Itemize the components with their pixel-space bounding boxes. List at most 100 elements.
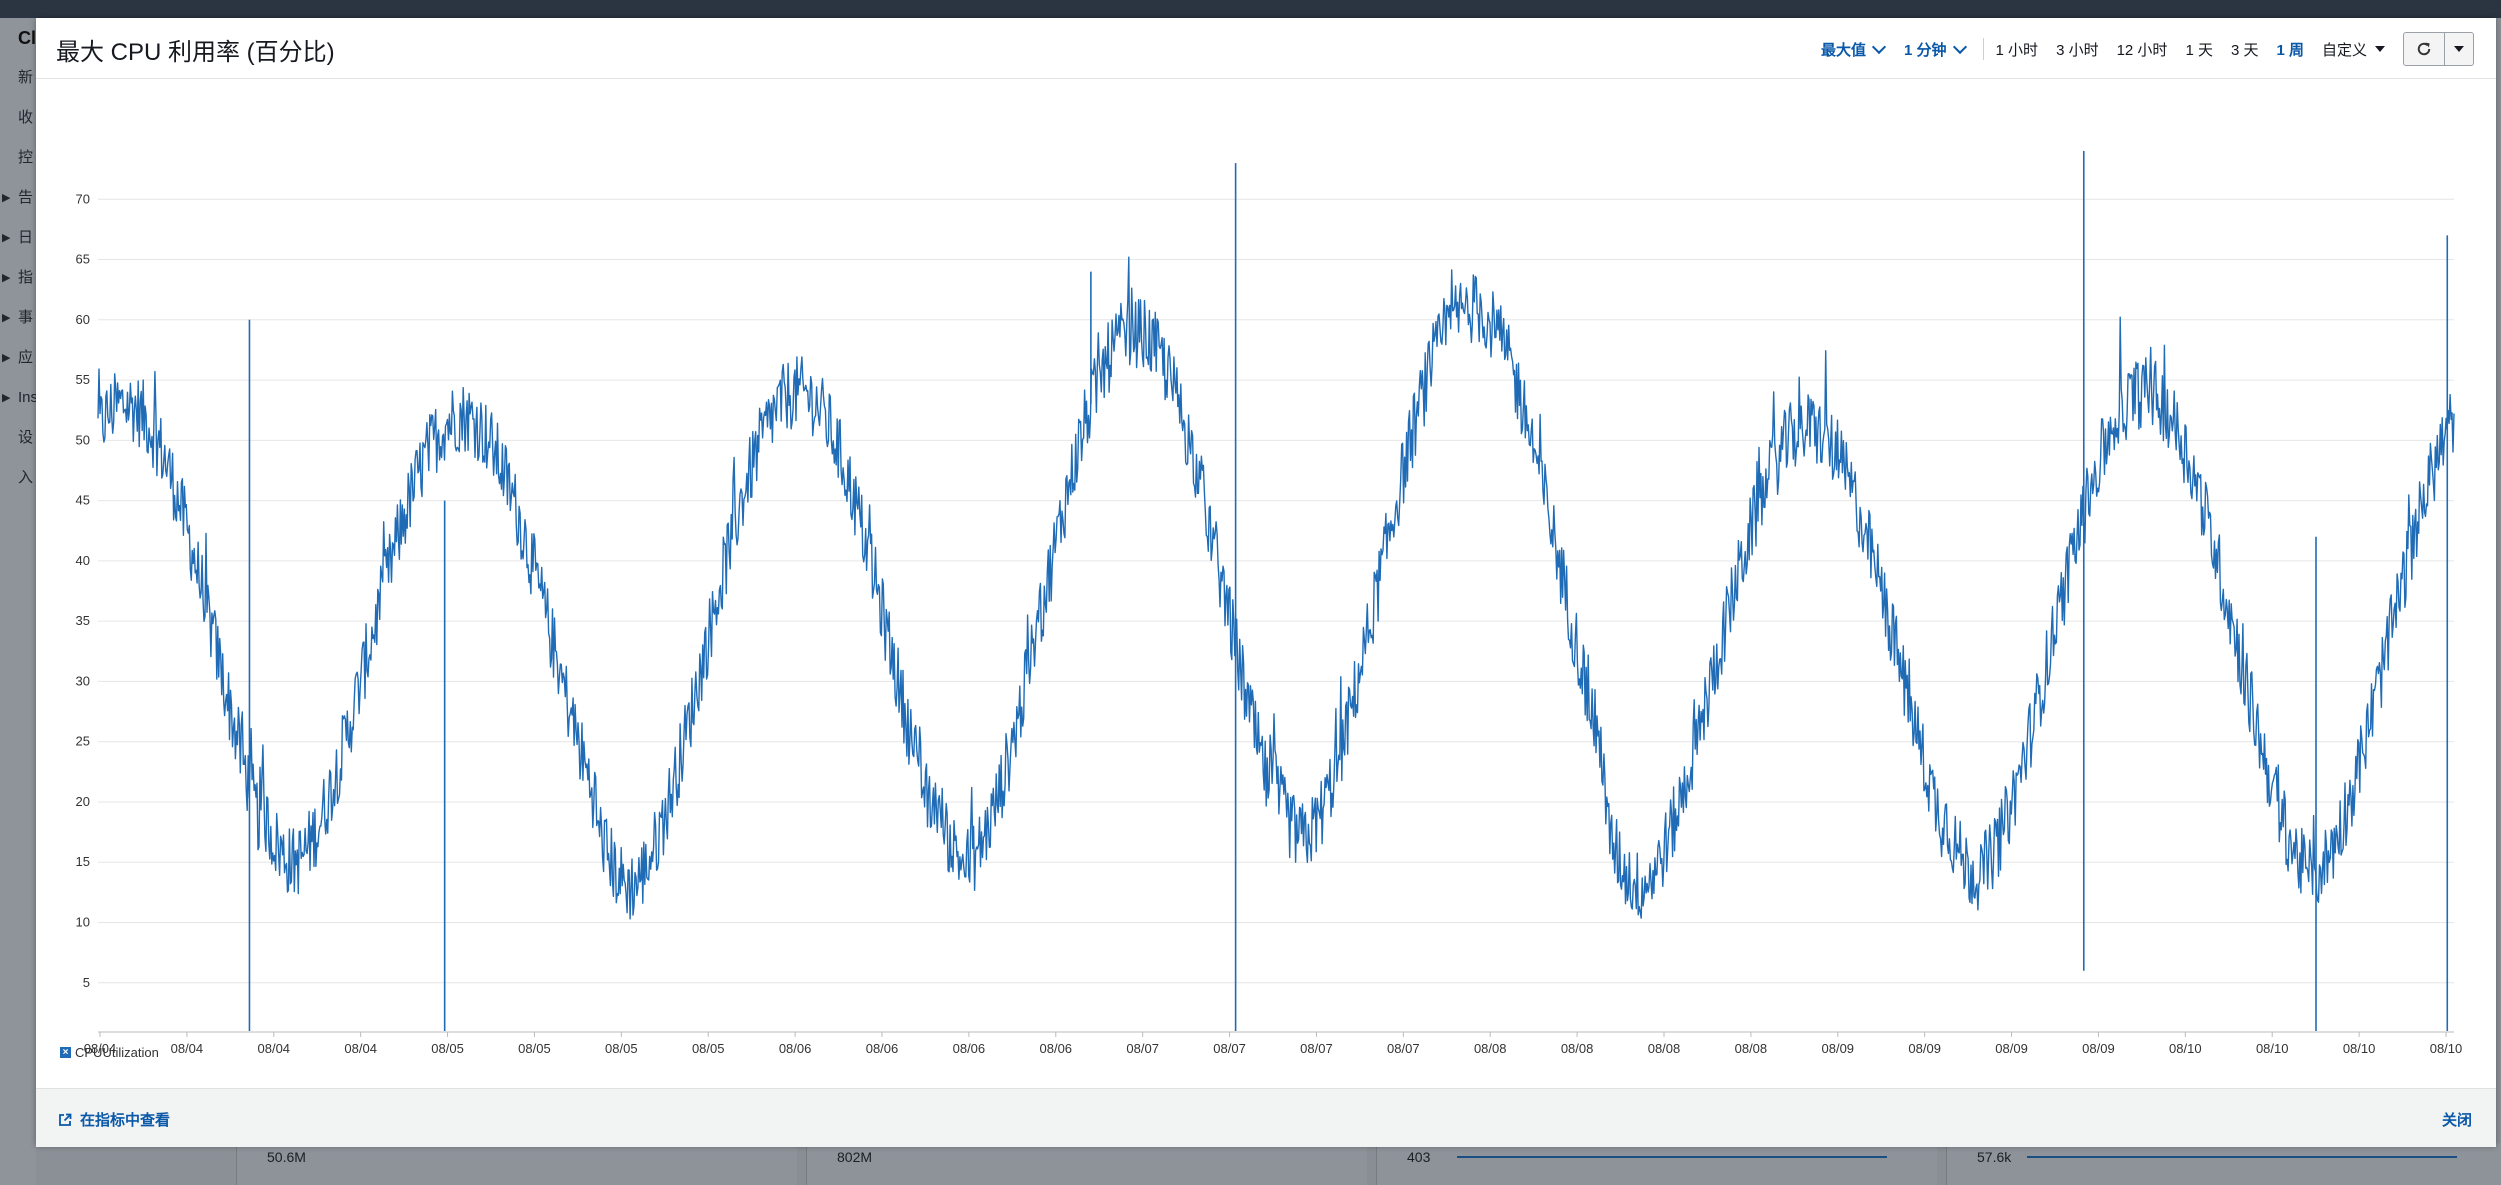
cpu-utilization-chart: 5 10 15 20 25 30 35 40 45 50 55 60 65 70 08/04 08/04 08/… — [76, 151, 2463, 1056]
background-widget: 802M — [806, 1143, 1367, 1185]
range-1w[interactable]: 1 周 — [2276, 41, 2304, 59]
y-tick-label: 10 — [76, 915, 90, 930]
period-dropdown[interactable]: 1 分钟 — [1904, 39, 1967, 60]
modal-footer: 在指标中查看 关闭 — [36, 1088, 2496, 1147]
chevron-down-icon — [1871, 39, 1887, 55]
x-tick-label: 08/06 — [1040, 1041, 1073, 1056]
refresh-options-button[interactable] — [2445, 33, 2473, 65]
y-tick-label: 50 — [76, 432, 90, 447]
background-sidebar-item: 设 — [18, 429, 34, 446]
custom-range-label: 自定义 — [2321, 41, 2367, 59]
x-tick-label: 08/09 — [2082, 1041, 2115, 1056]
x-tick-label: 08/07 — [1387, 1041, 1420, 1056]
x-tick-label: 08/07 — [1213, 1041, 1246, 1056]
range-1d[interactable]: 1 天 — [2185, 41, 2213, 59]
x-tick-label: 08/04 — [344, 1041, 377, 1056]
chart-legend[interactable]: × CPUUtilization — [60, 1045, 159, 1060]
background-widget-line — [2027, 1156, 2457, 1158]
background-widget-value: 57.6k — [1977, 1149, 2012, 1165]
background-sidebar-item: 收 — [18, 109, 34, 126]
x-tick-label: 08/05 — [518, 1041, 551, 1056]
x-tick-label: 08/09 — [1995, 1041, 2028, 1056]
background-sidebar-item: ▶ 日 — [2, 229, 34, 246]
statistic-dropdown-label: 最大值 — [1821, 41, 1867, 59]
external-link-icon — [59, 1113, 72, 1126]
x-tick-label: 08/04 — [171, 1041, 204, 1056]
metric-modal: 最大 CPU 利用率 (百分比) 最大值 1 分钟 1 小时 3 小时 12 小… — [36, 18, 2496, 1147]
custom-range-dropdown[interactable]: 自定义 — [2322, 39, 2385, 60]
x-tick-label: 08/06 — [953, 1041, 986, 1056]
chart-controls: 最大值 1 分钟 1 小时 3 小时 12 小时 1 天 3 天 1 周 自定义 — [1801, 32, 2474, 66]
x-tick-label: 08/09 — [1908, 1041, 1941, 1056]
x-tick-label: 08/04 — [258, 1041, 291, 1056]
view-in-metrics-label: 在指标中查看 — [80, 1112, 171, 1129]
background-sidebar-item: ▶ Ins — [2, 389, 36, 406]
y-tick-label: 5 — [83, 975, 90, 990]
background-sidebar-item: 新 — [18, 69, 34, 86]
background-sidebar-item: ▶ 指 — [2, 269, 34, 286]
refresh-button[interactable] — [2404, 33, 2445, 65]
period-dropdown-label: 1 分钟 — [1904, 41, 1947, 59]
chevron-down-icon — [1952, 39, 1967, 55]
modal-title: 最大 CPU 利用率 (百分比) — [56, 39, 335, 66]
statistic-dropdown[interactable]: 最大值 — [1821, 39, 1887, 60]
close-button[interactable]: 关闭 — [2441, 1112, 2472, 1129]
range-12h[interactable]: 12 小时 — [2116, 41, 2168, 59]
x-tick-label: 08/08 — [1735, 1041, 1768, 1056]
x-tick-label: 08/07 — [1126, 1041, 1159, 1056]
background-app-label: Cl — [18, 28, 36, 48]
x-tick-label: 08/10 — [2343, 1041, 2376, 1056]
background-widget: 50.6M — [236, 1143, 797, 1185]
cpu-utilization-series-line — [97, 256, 2455, 920]
x-tick-label: 08/10 — [2169, 1041, 2202, 1056]
x-tick-label: 08/09 — [1822, 1041, 1855, 1056]
caret-down-icon — [2454, 46, 2464, 52]
view-in-metrics-link[interactable]: 在指标中查看 — [58, 1109, 170, 1130]
refresh-button-group — [2403, 32, 2474, 66]
x-tick-label: 08/05 — [692, 1041, 725, 1056]
background-widget: 403 — [1376, 1143, 1937, 1185]
x-tick-label: 08/08 — [1561, 1041, 1594, 1056]
y-tick-label: 30 — [76, 673, 90, 688]
x-tick-label: 08/08 — [1648, 1041, 1681, 1056]
refresh-icon — [2417, 42, 2431, 56]
x-tick-label: 08/05 — [431, 1041, 464, 1056]
background-sidebar-item: ▶ 告 — [2, 189, 34, 206]
y-tick-label: 20 — [76, 794, 90, 809]
x-tick-label: 08/10 — [2256, 1041, 2289, 1056]
x-tick-label: 08/06 — [779, 1041, 812, 1056]
x-tick-label: 08/08 — [1474, 1041, 1507, 1056]
x-tick-label: 08/05 — [605, 1041, 638, 1056]
x-tick-label: 08/06 — [866, 1041, 899, 1056]
modal-header: 最大 CPU 利用率 (百分比) 最大值 1 分钟 1 小时 3 小时 12 小… — [36, 18, 2496, 79]
chart-area: 5 10 15 20 25 30 35 40 45 50 55 60 65 70 08/04 08/04 08/… — [36, 79, 2496, 1075]
legend-checkbox-icon[interactable]: × — [60, 1047, 71, 1058]
y-tick-label: 65 — [76, 252, 90, 267]
controls-divider — [1982, 38, 1984, 60]
range-3h[interactable]: 3 小时 — [2056, 41, 2099, 59]
caret-down-icon — [2375, 46, 2385, 52]
background-sidebar-item: ▶ 事 — [2, 309, 34, 326]
background-sidebar-items: Cl 新 收 控 ▶ 告 ▶ 日 ▶ 指 ▶ 事 ▶ 应 ▶ Ins 设 入 — [0, 18, 36, 498]
background-widget-value: 403 — [1407, 1149, 1431, 1165]
y-tick-label: 40 — [76, 553, 90, 568]
x-tick-label: 08/04 — [84, 1041, 117, 1056]
range-3d[interactable]: 3 天 — [2230, 41, 2259, 59]
background-sidebar-item: 控 — [18, 149, 34, 166]
x-tick-label: 08/10 — [2430, 1041, 2463, 1056]
legend-series-label: CPUUtilization — [75, 1045, 159, 1060]
background-widget-value: 50.6M — [267, 1149, 306, 1165]
range-1h[interactable]: 1 小时 — [1995, 41, 2039, 59]
y-tick-label: 70 — [76, 191, 90, 206]
y-tick-label: 25 — [76, 734, 90, 749]
background-widget-value: 802M — [837, 1149, 873, 1165]
background-widget-line — [1457, 1156, 1887, 1158]
y-tick-label: 15 — [76, 854, 90, 869]
y-tick-label: 35 — [76, 613, 90, 628]
y-tick-label: 45 — [76, 493, 90, 508]
x-tick-label: 08/07 — [1300, 1041, 1333, 1056]
background-sidebar — [0, 18, 36, 1185]
y-tick-label: 55 — [76, 372, 90, 387]
background-widget: 57.6k — [1946, 1143, 2501, 1185]
background-topbar — [0, 0, 2501, 18]
